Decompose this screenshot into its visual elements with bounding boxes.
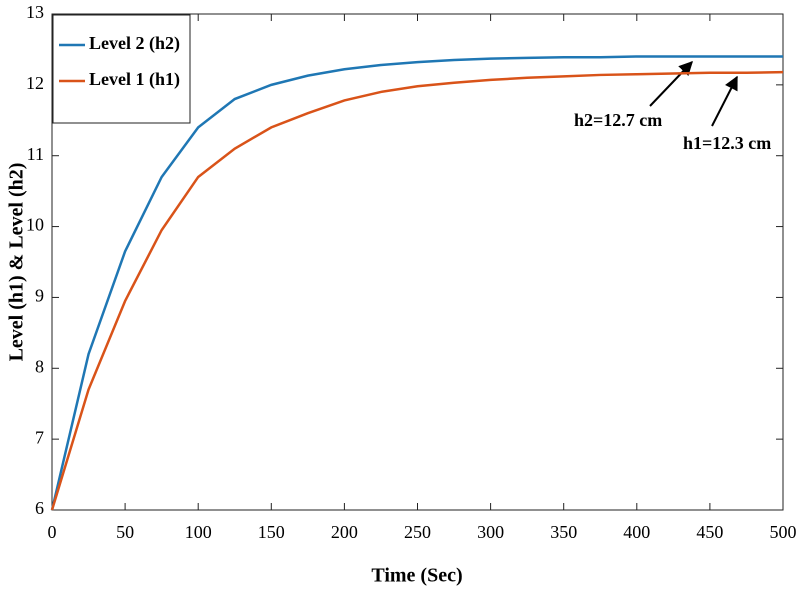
- annotation: h2=12.7 cm: [574, 110, 662, 130]
- x-tick-label: 350: [550, 522, 577, 542]
- x-tick-label: 250: [404, 522, 431, 542]
- line-series: [50, 70, 784, 511]
- y-tick-label: 9: [35, 286, 44, 306]
- y-tick-label: 12: [26, 73, 44, 93]
- x-tick-label: 150: [258, 522, 285, 542]
- y-tick-label: 13: [26, 2, 44, 22]
- legend-box: [52, 14, 191, 124]
- x-tick-label: 300: [477, 522, 504, 542]
- legend-label: Level 2 (h2): [89, 33, 180, 54]
- x-tick-label: 400: [623, 522, 650, 542]
- y-tick-label: 10: [26, 215, 44, 235]
- x-tick-label: 450: [696, 522, 723, 542]
- x-axis-label: Time (Sec): [371, 565, 462, 587]
- y-tick-label: 8: [35, 356, 44, 376]
- y-tick-label: 6: [35, 498, 44, 518]
- annotation-arrow: [711, 75, 738, 127]
- y-tick-label: 7: [35, 427, 44, 447]
- x-tick-label: 100: [185, 522, 212, 542]
- legend-label: Level 1 (h1): [89, 69, 180, 90]
- x-tick-label: 50: [116, 522, 134, 542]
- x-tick-label: 500: [770, 522, 797, 542]
- x-tick-label: 200: [331, 522, 358, 542]
- y-tick-label: 11: [27, 144, 44, 164]
- x-tick-label: 0: [48, 522, 57, 542]
- y-axis-label: Level (h1) & Level (h2): [6, 163, 28, 362]
- line-series: [50, 55, 783, 511]
- annotation: h1=12.3 cm: [683, 133, 771, 153]
- annotation-arrow: [649, 60, 693, 107]
